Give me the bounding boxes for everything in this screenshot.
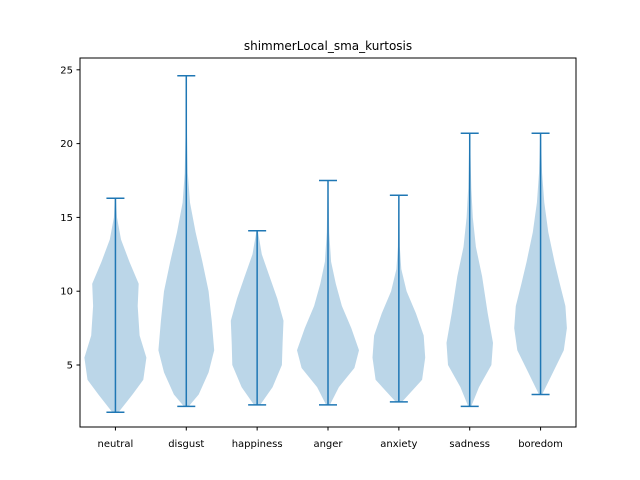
y-axis: 5 10 15 20 25 <box>60 65 80 372</box>
x-tick-label-anxiety: anxiety <box>380 439 417 450</box>
y-tick-label: 10 <box>60 287 73 298</box>
y-tick-label: 15 <box>60 213 73 224</box>
x-tick-label-neutral: neutral <box>98 439 134 450</box>
x-tick-label-boredom: boredom <box>518 439 563 450</box>
x-tick-label-disgust: disgust <box>168 439 204 450</box>
x-tick-label-happiness: happiness <box>232 439 283 450</box>
violin-bodies <box>84 75 567 413</box>
y-tick-label: 20 <box>60 139 73 150</box>
chart-title: shimmerLocal_sma_kurtosis <box>244 39 412 53</box>
x-tick-label-anger: anger <box>313 439 343 450</box>
violin-lines <box>106 74 550 413</box>
x-axis: neutral disgust happiness anger anxiety sadne… <box>98 427 563 450</box>
y-tick-label: 25 <box>60 65 73 76</box>
y-tick-label: 5 <box>67 361 73 372</box>
x-tick-label-sadness: sadness <box>449 439 490 450</box>
